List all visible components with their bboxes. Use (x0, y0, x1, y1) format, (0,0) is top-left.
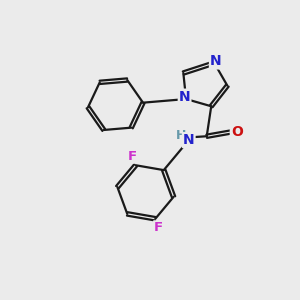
Text: N: N (210, 55, 222, 68)
Text: H: H (176, 129, 186, 142)
Text: N: N (179, 90, 190, 104)
Text: N: N (183, 133, 194, 147)
Text: F: F (128, 150, 137, 163)
Text: F: F (154, 221, 163, 234)
Text: O: O (231, 125, 243, 139)
